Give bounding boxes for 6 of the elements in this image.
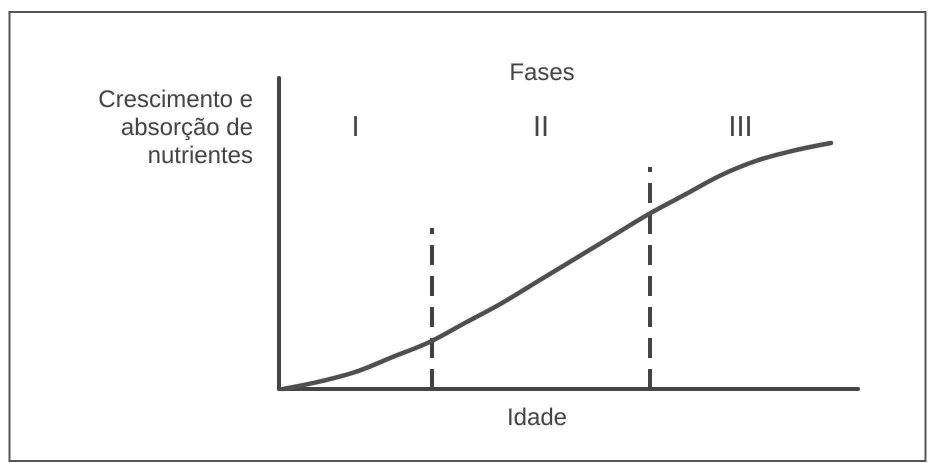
annotation: II bbox=[532, 111, 550, 143]
x-axis-title: Idade bbox=[506, 404, 568, 431]
y-axis-title: Crescimento e absorção de nutrientes bbox=[98, 86, 253, 169]
annotation: III bbox=[728, 111, 753, 143]
annotation: I bbox=[351, 111, 360, 143]
chart-title: Fases bbox=[509, 59, 575, 86]
